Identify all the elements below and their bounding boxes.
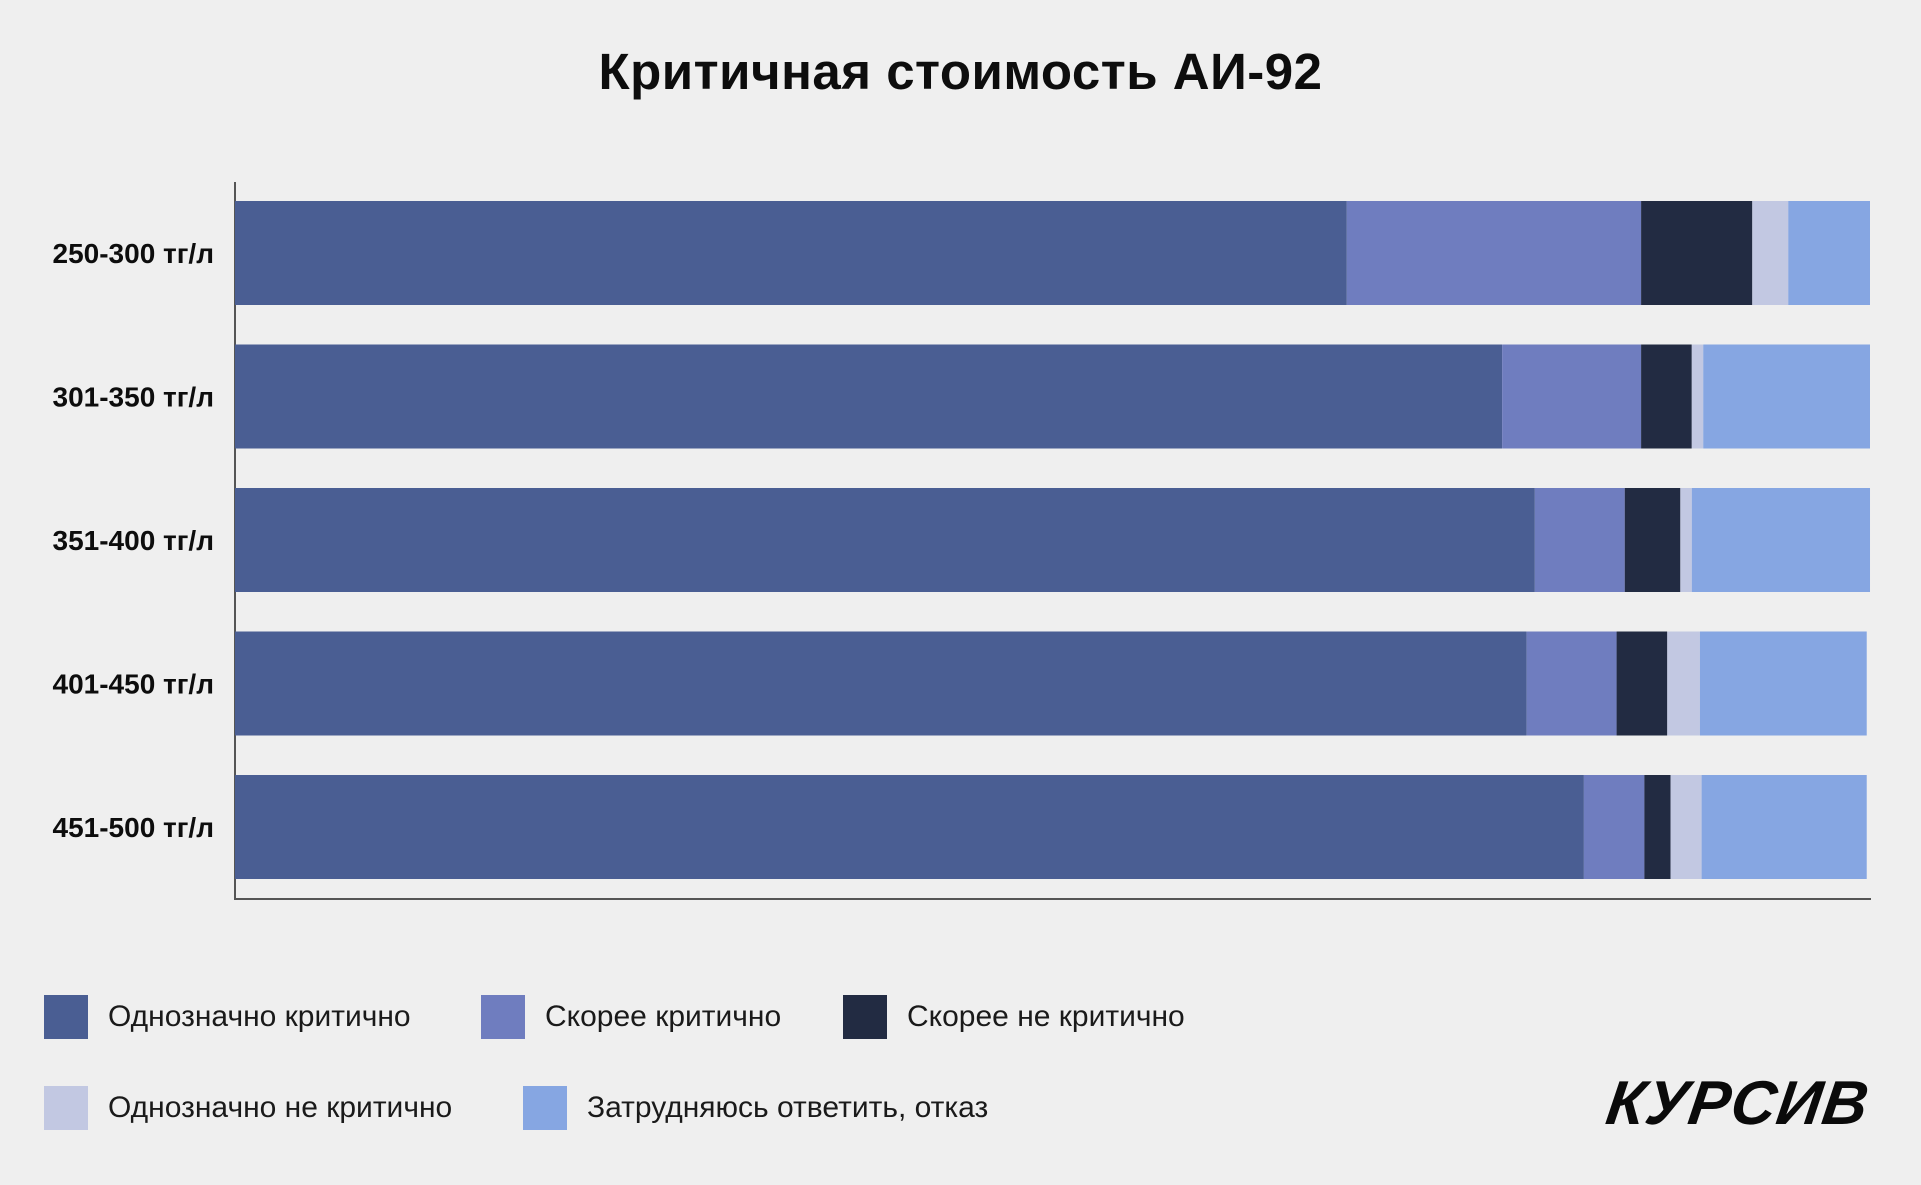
bar-segment-5-4 [1670,775,1702,879]
bar-segment-1-3 [1641,201,1753,305]
bar-segment-2-5 [1703,344,1870,449]
stacked-bar-chart: 250-300 тг/л 301-350 тг/л 351-400 тг/л 401-… [53,182,1871,900]
bar-segment-4-4 [1667,631,1700,736]
bar-segment-4-3 [1616,631,1668,736]
bar-segment-5-3 [1644,775,1671,879]
bar-segment-4-5 [1699,631,1867,736]
legend-label: Однозначно критично [108,1000,411,1033]
category-label: 401-450 тг/л [53,669,214,700]
legend-label: Затрудняюсь ответить, отказ [587,1091,989,1124]
bar-segment-3-4 [1680,488,1692,592]
legend-item-3: Скорее не критично [843,995,1185,1039]
legend-swatch [44,995,88,1039]
bar-segment-2-2 [1502,344,1642,449]
bar-segment-5-5 [1701,775,1867,879]
bar-segment-1-1 [235,201,1347,305]
bars-group [235,201,1871,879]
legend: Однозначно критично Скорее критично Скор… [44,990,1344,1170]
legend-swatch [481,995,525,1039]
kursiv-logo: КУРСИВ [1602,1069,1874,1138]
bar-segment-3-5 [1691,488,1871,592]
legend-swatch [44,1086,88,1130]
bar-segment-1-5 [1788,201,1870,305]
legend-item-5: Затрудняюсь ответить, отказ [523,1086,988,1130]
legend-label: Скорее критично [545,1000,782,1033]
bar-segment-1-4 [1752,201,1789,305]
bar-segment-2-4 [1691,344,1704,449]
category-label: 301-350 тг/л [53,382,214,413]
category-label: 451-500 тг/л [53,812,214,843]
bar-segment-5-1 [235,775,1584,879]
legend-swatch [523,1086,567,1130]
legend-item-2: Скорее критично [481,995,781,1039]
bar-segment-2-1 [235,344,1503,449]
category-label: 250-300 тг/л [53,238,214,269]
category-labels: 250-300 тг/л 301-350 тг/л 351-400 тг/л 401-… [53,238,214,843]
bar-segment-4-1 [235,631,1527,736]
chart-title: Критичная стоимость АИ-92 [598,43,1323,100]
legend-item-1: Однозначно критично [44,995,411,1039]
bar-segment-1-2 [1346,201,1642,305]
legend-swatch [843,995,887,1039]
legend-item-4: Однозначно не критично [44,1086,452,1130]
legend-label: Однозначно не критично [108,1091,453,1124]
bar-segment-3-1 [235,488,1535,592]
bar-segment-3-2 [1534,488,1625,592]
bar-segment-2-3 [1641,344,1692,449]
bar-segment-3-3 [1624,488,1681,592]
bar-segment-5-2 [1583,775,1645,879]
category-label: 351-400 тг/л [53,525,214,556]
bar-segment-4-2 [1526,631,1617,736]
legend-label: Скорее не критично [907,1000,1185,1033]
